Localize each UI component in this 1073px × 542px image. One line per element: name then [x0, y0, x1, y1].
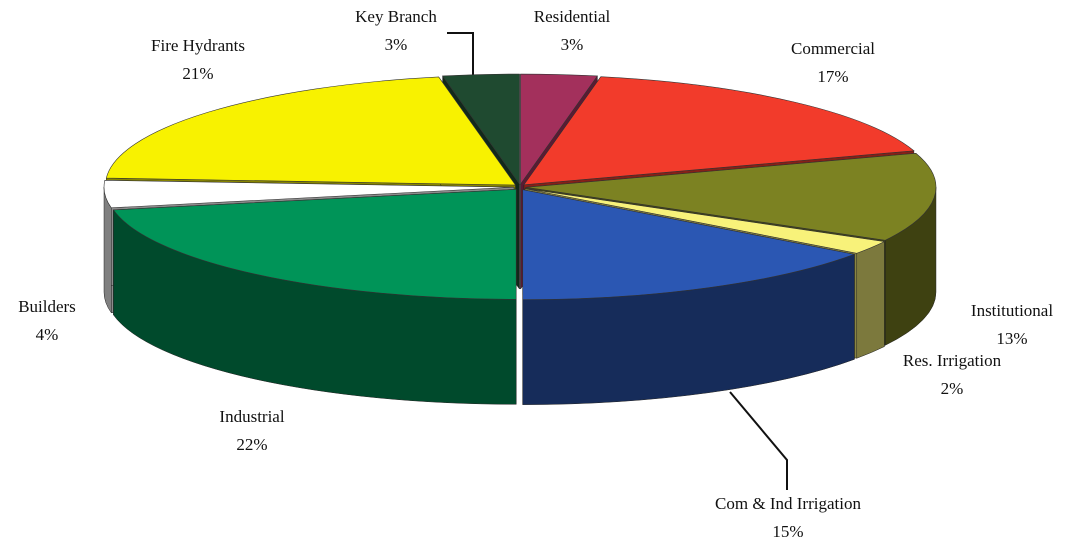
slice: [522, 189, 856, 300]
slice-label: Residential: [534, 7, 611, 26]
slice-value-label: 22%: [236, 435, 267, 454]
slice-value-label: 17%: [817, 67, 848, 86]
slice: [442, 73, 520, 185]
slice: [520, 73, 598, 185]
leader-line: [447, 32, 474, 80]
slice: [103, 179, 515, 209]
slice-value-label: 3%: [385, 35, 408, 54]
slice: [523, 76, 915, 186]
slice-label: Institutional: [971, 301, 1053, 320]
slice: [105, 76, 517, 186]
slice: [525, 152, 937, 241]
slice-label: Key Branch: [355, 7, 437, 26]
slice-value-label: 2%: [941, 379, 964, 398]
leader-line: [729, 391, 788, 490]
pie-tops: [103, 73, 937, 300]
slice-label: Industrial: [219, 407, 284, 426]
slice-value-label: 3%: [561, 35, 584, 54]
slice-label: Fire Hydrants: [151, 36, 245, 55]
slice-label: Com & Ind Irrigation: [715, 494, 861, 513]
slice-value-label: 15%: [772, 522, 803, 541]
slice-label: Res. Irrigation: [903, 351, 1002, 370]
slice-label: Commercial: [791, 39, 875, 58]
slice-value-label: 21%: [182, 64, 213, 83]
slice: [112, 188, 517, 300]
slice-label: Builders: [18, 297, 76, 316]
slice: [525, 188, 886, 254]
slice-value-label: 4%: [36, 325, 59, 344]
slice-wall: [856, 241, 885, 359]
slice-value-label: 13%: [996, 329, 1027, 348]
